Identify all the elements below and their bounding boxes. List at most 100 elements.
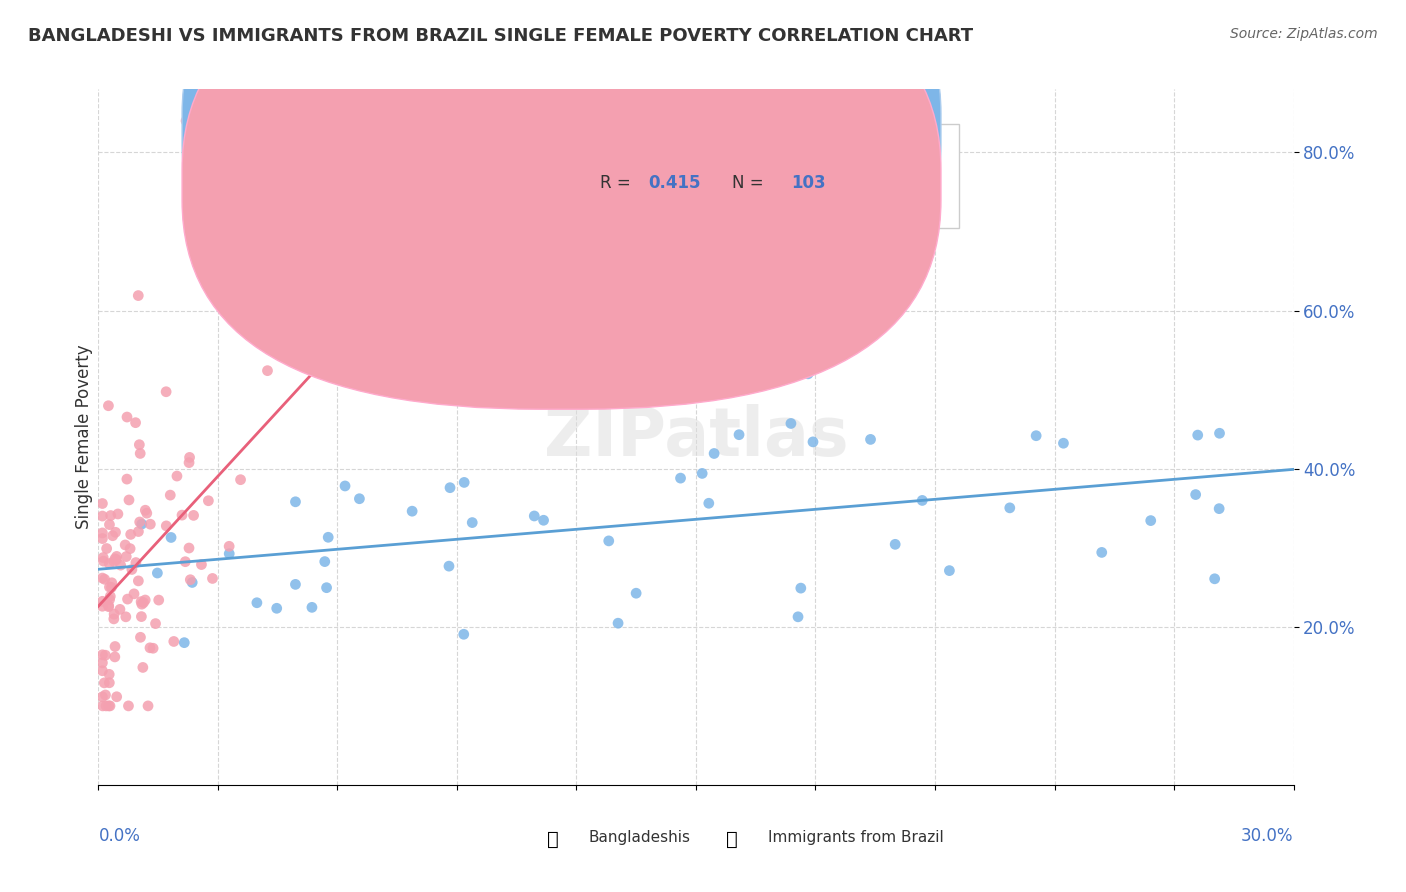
Point [1204, 572, 1226, 586]
Point [98, 557, 121, 571]
Point [301, 600, 323, 615]
Point [690, 467, 713, 481]
Text: 🔴: 🔴 [725, 830, 738, 849]
Point [1052, 436, 1074, 450]
Point [284, 495, 307, 509]
FancyBboxPatch shape [183, 0, 941, 353]
Point [114, 609, 136, 624]
Point [91, 698, 114, 713]
Point [1139, 514, 1161, 528]
Text: N =: N = [733, 115, 769, 133]
Point [97, 698, 120, 713]
Point [697, 496, 720, 510]
Point [91, 656, 114, 670]
Point [117, 698, 139, 713]
Point [218, 539, 240, 553]
Point [104, 649, 127, 664]
Point [91, 509, 114, 524]
Point [124, 416, 146, 430]
Point [127, 524, 149, 539]
Point [93, 676, 115, 690]
Point [91, 690, 114, 704]
Point [108, 602, 131, 616]
Point [437, 559, 460, 574]
Point [139, 517, 162, 532]
Point [155, 384, 177, 399]
Point [797, 367, 820, 381]
Point [148, 593, 170, 607]
Point [533, 513, 555, 527]
Point [98, 698, 121, 713]
Point [100, 581, 122, 595]
Point [780, 417, 803, 431]
Text: N =: N = [733, 174, 769, 192]
Point [333, 479, 356, 493]
Point [91, 550, 114, 565]
Point [349, 491, 371, 506]
Point [174, 113, 197, 128]
Point [115, 472, 138, 486]
Point [131, 609, 153, 624]
Point [166, 469, 188, 483]
Point [142, 641, 165, 656]
Point [100, 575, 122, 590]
Point [884, 537, 907, 551]
Point [607, 616, 630, 631]
Point [131, 517, 153, 532]
Point [183, 508, 205, 523]
Point [117, 592, 139, 607]
Point [197, 493, 219, 508]
Point [314, 555, 336, 569]
Point [131, 597, 153, 611]
Point [229, 473, 252, 487]
Point [1187, 428, 1209, 442]
Point [163, 634, 186, 648]
Point [1091, 545, 1114, 559]
Point [91, 648, 114, 662]
Point [104, 525, 127, 540]
Point [91, 571, 114, 585]
Point [728, 427, 751, 442]
Point [134, 593, 156, 607]
Point [859, 433, 882, 447]
FancyBboxPatch shape [517, 124, 959, 228]
Point [624, 586, 647, 600]
Point [170, 508, 193, 522]
Point [127, 574, 149, 588]
Text: 🔵: 🔵 [547, 830, 558, 849]
Point [146, 566, 169, 580]
Point [315, 581, 337, 595]
Point [523, 508, 546, 523]
Text: 30.0%: 30.0% [1241, 827, 1294, 845]
Point [136, 698, 159, 713]
Point [105, 549, 128, 564]
Text: 0.0%: 0.0% [98, 827, 141, 845]
Point [145, 616, 167, 631]
Point [453, 627, 475, 641]
Point [128, 515, 150, 529]
Point [134, 503, 156, 517]
Point [94, 648, 117, 663]
Point [201, 571, 224, 585]
Text: Immigrants from Brazil: Immigrants from Brazil [768, 830, 943, 846]
Point [174, 555, 197, 569]
Point [598, 533, 620, 548]
Point [439, 481, 461, 495]
Point [938, 564, 960, 578]
Point [104, 552, 127, 566]
Point [1208, 426, 1230, 441]
Point [139, 640, 162, 655]
Point [98, 580, 121, 594]
Point [91, 664, 114, 678]
Point [703, 446, 725, 460]
Point [115, 549, 138, 564]
Point [96, 541, 118, 556]
Point [218, 547, 240, 561]
Text: ZIPatlas: ZIPatlas [544, 404, 848, 470]
Point [94, 688, 117, 702]
Point [246, 596, 269, 610]
Point [453, 475, 475, 490]
Point [91, 496, 114, 510]
Point [98, 675, 121, 690]
Point [801, 434, 824, 449]
